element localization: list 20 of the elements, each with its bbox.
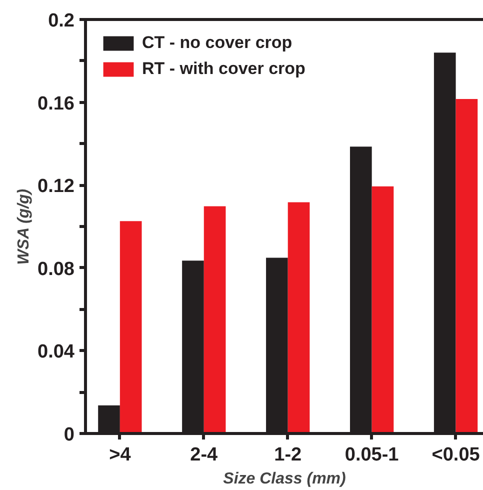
y-tick-label: 0.2	[48, 10, 75, 32]
x-axis-title: Size Class (mm)	[223, 470, 346, 488]
legend-label: RT - with cover crop	[142, 59, 306, 79]
bar	[204, 206, 226, 434]
y-tick-label: 0.08	[38, 258, 75, 280]
x-tick-label: 1-2	[274, 444, 302, 466]
y-tick-label: 0	[64, 424, 75, 446]
x-tick-label: 2-4	[190, 444, 218, 466]
x-tick-label: 0.05-1	[344, 444, 400, 466]
x-tick-label: <0.05	[432, 444, 480, 466]
y-tick-label: 0.12	[38, 176, 75, 198]
y-tick-label: 0.16	[38, 93, 75, 114]
x-tick-label: >4	[109, 444, 132, 466]
y-axis-title: WSA (g/g)	[16, 188, 33, 265]
bar	[120, 221, 142, 434]
bar	[288, 202, 310, 434]
bar	[456, 98, 478, 434]
legend-label: CT - no cover crop	[142, 33, 292, 53]
y-tick-label: 0.04	[38, 342, 75, 363]
bar	[372, 186, 394, 434]
